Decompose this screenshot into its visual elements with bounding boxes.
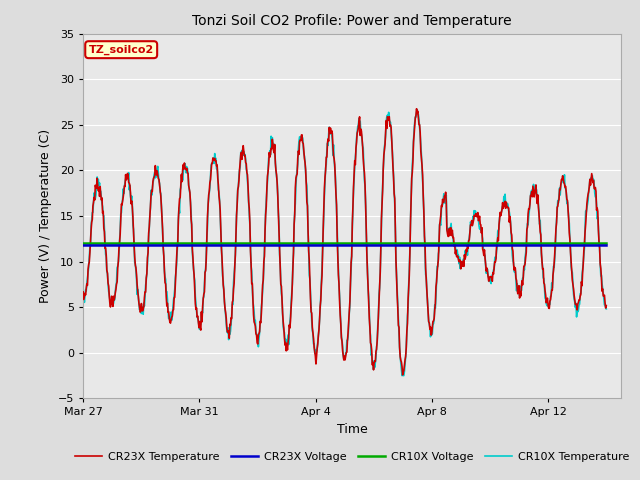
Text: TZ_soilco2: TZ_soilco2	[88, 45, 154, 55]
X-axis label: Time: Time	[337, 423, 367, 436]
Y-axis label: Power (V) / Temperature (C): Power (V) / Temperature (C)	[39, 129, 52, 303]
Legend: CR23X Temperature, CR23X Voltage, CR10X Voltage, CR10X Temperature: CR23X Temperature, CR23X Voltage, CR10X …	[70, 448, 634, 467]
Title: Tonzi Soil CO2 Profile: Power and Temperature: Tonzi Soil CO2 Profile: Power and Temper…	[192, 14, 512, 28]
